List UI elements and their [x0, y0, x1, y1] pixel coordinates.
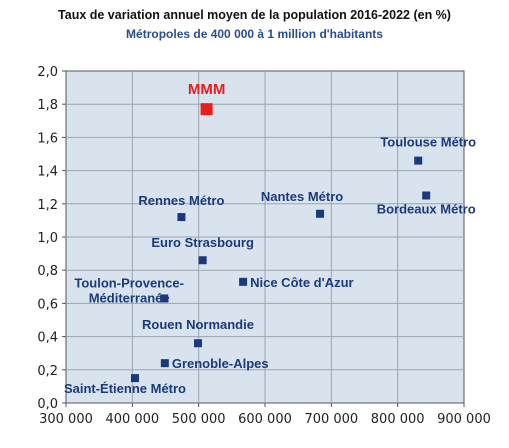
data-points — [130, 103, 431, 383]
data-point — [177, 213, 186, 222]
point-label: Rouen Normandie — [142, 317, 254, 332]
data-point — [414, 156, 423, 165]
y-tick-label: 1,2 — [37, 198, 58, 213]
x-tick-label: 700 000 — [304, 412, 358, 427]
x-tick-label: 900 000 — [437, 412, 491, 427]
y-tick-label: 1,4 — [37, 165, 58, 180]
y-axis-ticks: 0,0 0,2 0,4 0,6 0,8 1,0 1,2 1,4 1,6 1,8 2,0 — [37, 65, 66, 412]
point-label: Euro Strasbourg — [151, 235, 254, 250]
y-tick-label: 0,4 — [37, 331, 58, 346]
point-label: Nantes Métro — [261, 189, 343, 204]
chart-subtitle: Métropoles de 400 000 à 1 million d'habi… — [126, 27, 383, 41]
point-label: Saint-Étienne Métro — [64, 381, 186, 396]
y-tick-label: 1,6 — [37, 131, 58, 146]
y-tick-label: 1,0 — [37, 231, 58, 246]
point-label: MMM — [188, 81, 226, 98]
point-label: Bordeaux Métro — [377, 202, 476, 217]
point-label: Rennes Métro — [138, 193, 224, 208]
data-point — [160, 359, 169, 368]
x-tick-label: 800 000 — [371, 412, 425, 427]
x-tick-label: 500 000 — [172, 412, 226, 427]
y-tick-label: 0,2 — [37, 364, 58, 379]
y-tick-label: 0,0 — [37, 397, 58, 412]
point-label: Toulon-Provence-Méditerranée — [74, 275, 184, 305]
chart-title: Taux de variation annuel moyen de la pop… — [58, 8, 451, 22]
x-axis-ticks: 300 000 400 000 500 000 600 000 700 000 800 0… — [39, 403, 491, 427]
data-point — [160, 294, 169, 303]
x-tick-label: 600 000 — [238, 412, 292, 427]
data-point — [198, 256, 207, 265]
point-label: Grenoble-Alpes — [172, 356, 269, 371]
y-tick-label: 0,8 — [37, 264, 58, 279]
point-label: Toulouse Métro — [380, 135, 476, 150]
y-tick-label: 2,0 — [37, 65, 58, 80]
data-point — [130, 374, 139, 383]
data-point — [422, 191, 431, 200]
data-point — [316, 209, 325, 218]
y-tick-label: 0,6 — [37, 297, 58, 312]
highlight-point — [200, 103, 213, 116]
gridlines — [66, 71, 464, 403]
data-point — [239, 277, 248, 286]
x-tick-label: 400 000 — [105, 412, 159, 427]
point-labels: MMM Toulouse Métro Bordeaux Métro Nantes Mé… — [64, 81, 476, 396]
x-tick-label: 300 000 — [39, 412, 93, 427]
point-label: Nice Côte d'Azur — [250, 275, 353, 290]
y-tick-label: 1,8 — [37, 98, 58, 113]
data-point — [194, 339, 203, 348]
